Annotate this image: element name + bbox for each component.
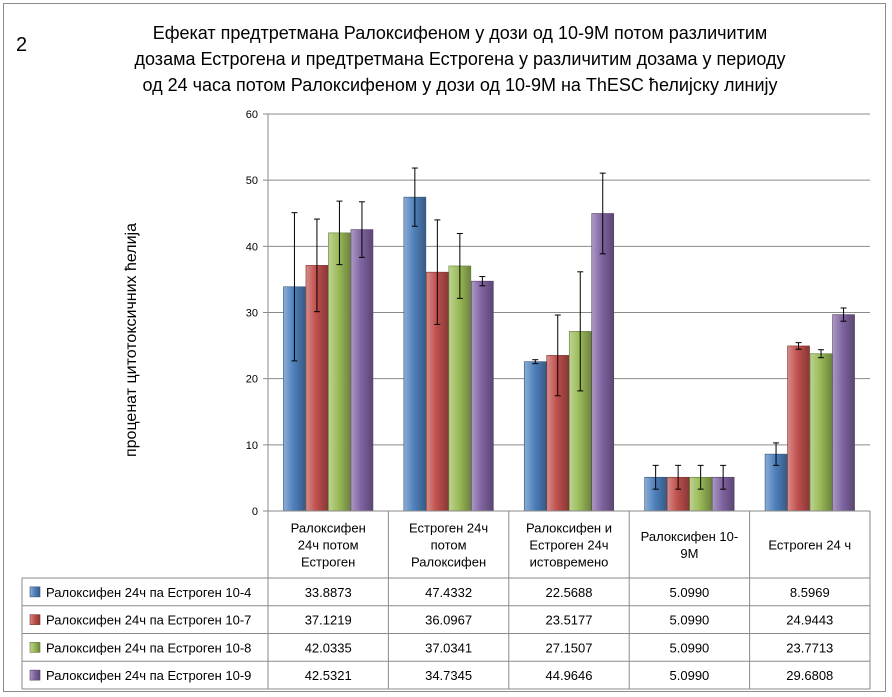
table-value: 42.5321 <box>305 668 352 683</box>
category-label: Ралоксифен <box>291 521 366 536</box>
category-label: Естроген 24ч <box>529 538 608 553</box>
table-value: 24.9443 <box>786 613 833 628</box>
table-value: 23.7713 <box>786 640 833 655</box>
bar <box>591 213 615 512</box>
table-value: 37.0341 <box>425 640 472 655</box>
bar <box>523 361 547 512</box>
table-value: 27.1507 <box>546 640 593 655</box>
table-value: 23.5177 <box>546 613 593 628</box>
table-value: 5.0990 <box>670 668 710 683</box>
table-value: 5.0990 <box>670 613 710 628</box>
bar <box>787 345 810 512</box>
y-tick-label: 50 <box>246 175 258 187</box>
table-value: 8.5969 <box>790 585 830 600</box>
category-label: Ралоксифен 10- <box>641 529 739 544</box>
bars <box>283 167 855 512</box>
category-label: Естроген 24ч <box>409 521 488 536</box>
legend-swatch <box>29 642 41 653</box>
bar <box>350 229 374 512</box>
bar <box>328 232 351 512</box>
legend-swatch <box>29 586 41 598</box>
bar <box>471 280 494 512</box>
data-table: Ралоксифен 24ч потом Естроген Естроген 24ч п… <box>21 510 871 690</box>
category-label: истовремено <box>530 555 609 570</box>
legend-swatch <box>29 614 41 625</box>
table-value: 36.0967 <box>425 613 472 628</box>
table-value: 47.4332 <box>425 585 472 600</box>
y-tick-label: 30 <box>246 308 258 320</box>
category-label: Ралоксифен и <box>526 521 612 536</box>
bar <box>809 353 833 512</box>
legend-series-name: Ралоксифен 24ч па Естроген 10-4 <box>46 585 251 600</box>
table-value: 44.9646 <box>546 668 593 683</box>
table-value: 5.0990 <box>670 585 710 600</box>
chart-title: Ефекат предтретмана Ралоксифеном у дози … <box>80 20 840 98</box>
category-label: потом <box>431 538 467 553</box>
bar <box>403 196 427 512</box>
bar <box>448 265 472 512</box>
category-label: 9М <box>680 546 698 561</box>
table-value: 22.5688 <box>546 585 593 600</box>
y-tick-label: 20 <box>246 374 258 386</box>
chart-title-line: дозама Естрогена и предтретмана Естроген… <box>134 49 786 69</box>
category-label: Естроген <box>301 555 355 570</box>
table-value: 29.6808 <box>786 668 833 683</box>
chart-title-line: од 24 часа потом Ралоксифеном у дози од … <box>142 75 778 95</box>
legend-series-name: Ралоксифен 24ч па Естроген 10-7 <box>46 613 251 628</box>
category-label: Ралоксифен <box>411 555 486 570</box>
table-value: 33.8873 <box>305 585 352 600</box>
legend-series-name: Ралоксифен 24ч па Естроген 10-8 <box>46 640 251 655</box>
category-label: 24ч потом <box>298 538 359 553</box>
table-value: 5.0990 <box>670 640 710 655</box>
y-tick-label: 40 <box>246 241 258 253</box>
chart-title-line: Ефекат предтретмана Ралоксифеном у дози … <box>152 23 768 43</box>
table-value: 34.7345 <box>425 668 472 683</box>
y-tick-label: 10 <box>246 440 258 452</box>
table-value: 42.0335 <box>305 640 352 655</box>
category-label: Естроген 24 ч <box>768 538 851 553</box>
y-tick-label: 0 <box>252 506 258 518</box>
legend-series-name: Ралоксифен 24ч па Естроген 10-9 <box>46 668 251 683</box>
legend-swatch <box>29 669 41 681</box>
panel-number: 2 <box>16 34 28 56</box>
table-value: 37.1219 <box>305 613 352 628</box>
y-tick-label: 60 <box>246 109 258 121</box>
axes: 0 10 20 30 40 50 60 <box>246 109 269 518</box>
bar <box>832 314 855 512</box>
